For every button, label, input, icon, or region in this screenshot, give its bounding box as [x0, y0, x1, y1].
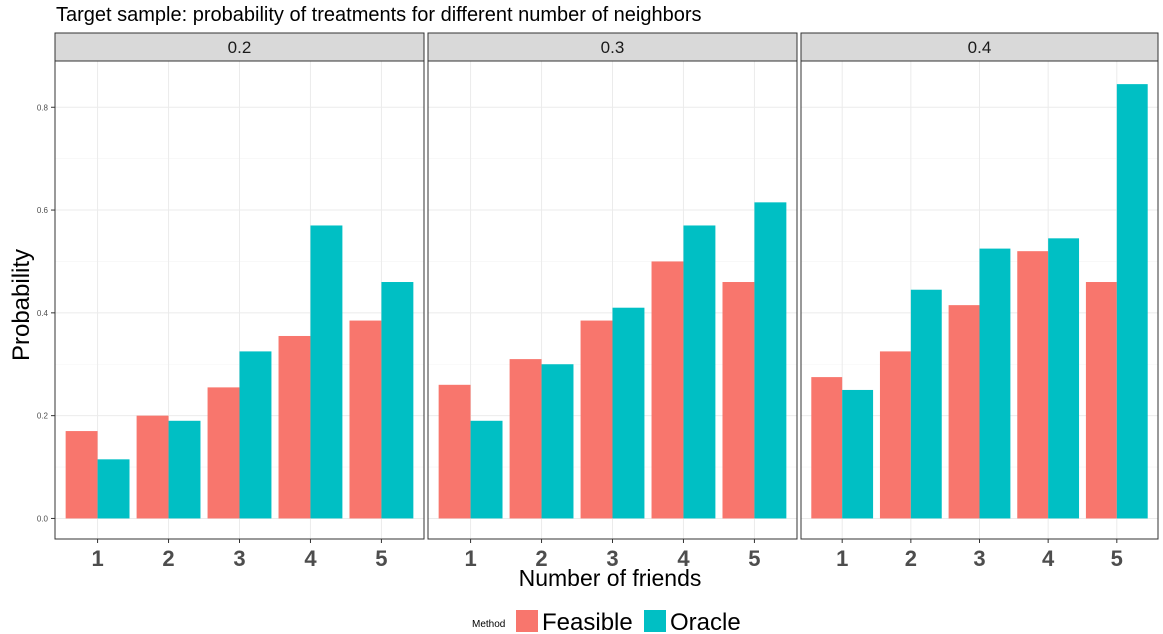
x-tick-label: 4 — [677, 546, 690, 571]
bar-feasible-2 — [509, 359, 542, 519]
bar-oracle-2 — [168, 420, 201, 519]
bar-oracle-3 — [612, 307, 645, 519]
x-tick-label: 3 — [973, 546, 985, 571]
bar-feasible-3 — [207, 387, 240, 519]
bar-feasible-5 — [1085, 282, 1117, 519]
panel-0-2: 0.2 1 2 3 4 5 0.0 0.2 0.4 0.6 0.8 — [37, 32, 425, 571]
bar-oracle-1 — [470, 420, 503, 519]
bar-oracle-5 — [754, 202, 787, 519]
x-tick-label: 4 — [1042, 546, 1055, 571]
x-tick-label: 3 — [233, 546, 245, 571]
x-tick-label: 2 — [905, 546, 917, 571]
bar-feasible-2 — [136, 415, 169, 519]
x-tick-label: 1 — [91, 546, 103, 571]
legend-label-feasible: Feasible — [542, 609, 633, 634]
bar-feasible-3 — [580, 320, 613, 519]
bar-feasible-4 — [1017, 251, 1049, 519]
legend-swatch-oracle — [644, 610, 666, 632]
bar-feasible-1 — [438, 384, 471, 519]
y-tick-label: 0.8 — [37, 103, 49, 112]
bar-oracle-5 — [381, 282, 414, 519]
bar-oracle-3 — [979, 248, 1011, 519]
facet-strip — [800, 32, 1159, 62]
y-tick-label: 0.6 — [37, 206, 49, 215]
x-tick-label: 1 — [464, 546, 476, 571]
facet-strip — [427, 32, 798, 62]
bar-oracle-4 — [683, 225, 716, 519]
bar-oracle-4 — [310, 225, 343, 519]
bar-feasible-5 — [722, 282, 755, 519]
chart-title: Target sample: probability of treatments… — [56, 4, 702, 26]
legend-title: Method — [472, 619, 505, 630]
x-tick-label: 3 — [606, 546, 618, 571]
bar-oracle-1 — [842, 389, 874, 519]
bar-feasible-1 — [65, 431, 98, 519]
legend: Method Feasible Oracle — [472, 609, 741, 634]
facet-strip — [54, 32, 425, 62]
bar-feasible-1 — [811, 377, 843, 519]
y-axis-title: Probability — [8, 249, 35, 361]
bar-feasible-4 — [651, 261, 684, 519]
bar-feasible-2 — [879, 351, 911, 519]
bar-oracle-5 — [1116, 84, 1148, 519]
x-tick-label: 5 — [748, 546, 760, 571]
bar-oracle-2 — [541, 364, 574, 519]
bar-oracle-2 — [910, 289, 942, 519]
bar-feasible-5 — [349, 320, 382, 519]
panels: 0.2 1 2 3 4 5 0.0 0.2 0.4 0.6 0.8 0.3 1 2 3 4 5 0.4 1 2 3 4 5 — [37, 32, 1159, 571]
x-tick-label: 5 — [375, 546, 387, 571]
x-tick-label: 1 — [836, 546, 848, 571]
legend-swatch-feasible — [516, 610, 538, 632]
x-tick-label: 2 — [535, 546, 547, 571]
bar-oracle-1 — [97, 459, 130, 519]
x-tick-label: 2 — [162, 546, 174, 571]
panel-0-3: 0.3 1 2 3 4 5 — [427, 32, 798, 571]
bar-feasible-4 — [278, 335, 311, 519]
facet-strip-label: 0.2 — [228, 38, 252, 57]
y-tick-label: 0.0 — [37, 514, 49, 523]
bar-feasible-3 — [948, 305, 980, 519]
x-tick-label: 5 — [1111, 546, 1123, 571]
y-tick-label: 0.2 — [37, 412, 49, 421]
facet-strip-label: 0.4 — [968, 38, 992, 57]
bar-oracle-4 — [1048, 238, 1080, 519]
legend-label-oracle: Oracle — [670, 609, 741, 634]
x-axis-title: Number of friends — [519, 565, 702, 591]
bar-oracle-3 — [239, 351, 272, 519]
y-tick-label: 0.4 — [37, 309, 49, 318]
x-tick-label: 4 — [304, 546, 317, 571]
panel-0-4: 0.4 1 2 3 4 5 — [800, 32, 1159, 571]
facet-strip-label: 0.3 — [601, 38, 625, 57]
